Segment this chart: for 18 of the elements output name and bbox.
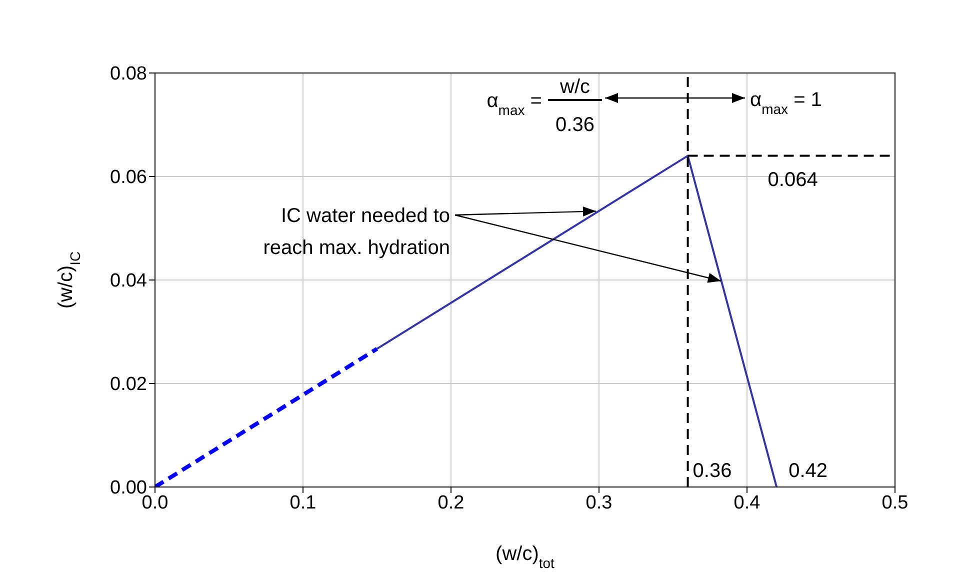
annotation: 0.36: [556, 114, 594, 136]
annotation: IC water needed to reach max. hydration: [263, 205, 450, 259]
annotation: w/c: [559, 76, 590, 98]
y-tick-label: 0.04: [110, 270, 148, 292]
annotation: α$_{max}$ = 1: [750, 89, 822, 117]
y-tick-label: 0.08: [110, 64, 147, 85]
ref-line-label: 0.064: [768, 168, 818, 191]
annotation: 0.42: [788, 460, 828, 482]
x-tick-label: 0.3: [586, 492, 612, 514]
x-tick-label: 0.2: [438, 492, 464, 514]
ref-line-label: 0.36: [692, 460, 732, 482]
y-tick-label: 0.06: [110, 167, 147, 188]
x-axis-title: (w/c)$_{tot}$: [496, 543, 555, 571]
x-tick-label: 0.1: [290, 492, 316, 514]
x-tick-label: 0.5: [882, 492, 908, 514]
annotation: α$_{max}$ =: [486, 90, 542, 118]
x-tick-label: 0.4: [734, 492, 761, 514]
y-tick-label: 0.02: [110, 374, 147, 396]
